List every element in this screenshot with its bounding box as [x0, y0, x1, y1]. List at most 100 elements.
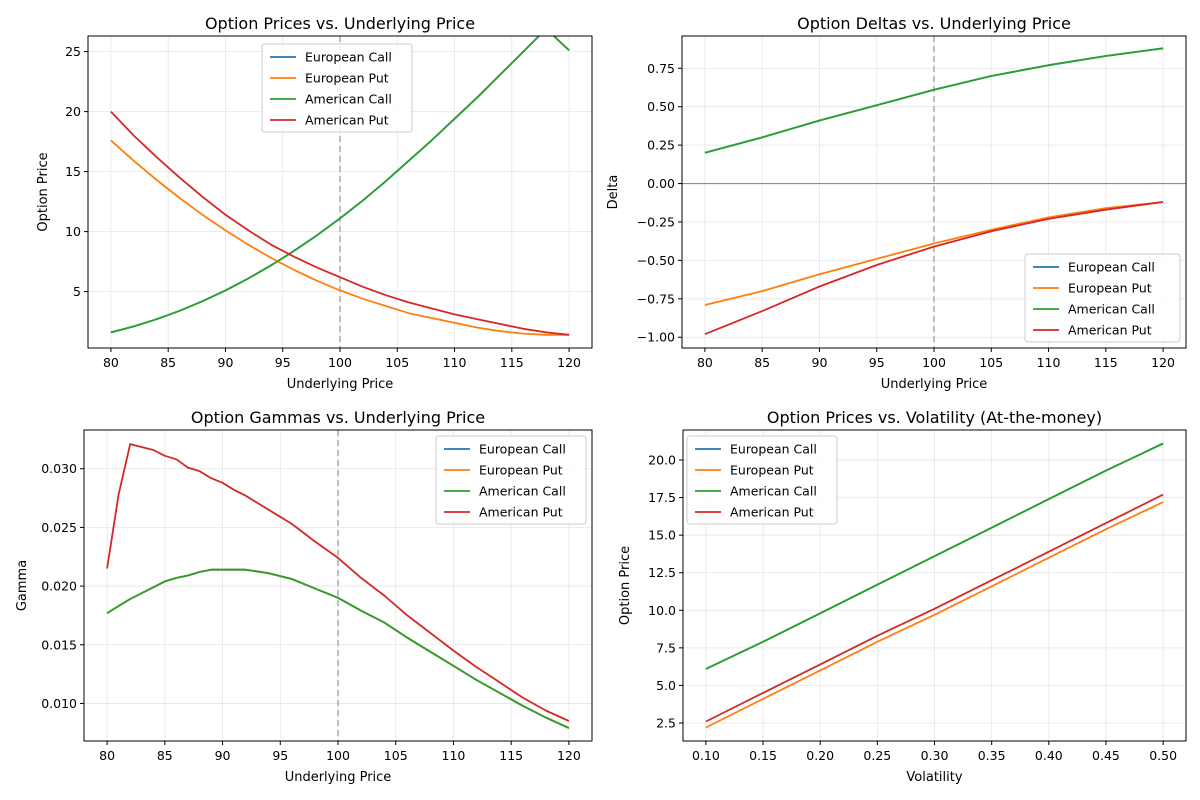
series-line-european-put [110, 139, 570, 336]
chart-panel-2: 80 85 90 95 100 105 110 115 120 −1.00 −0.75 −0.50 −0… [606, 14, 1187, 392]
legend-box [435, 435, 587, 525]
y-axis-label: Delta [606, 175, 621, 210]
series-line-american-call [106, 568, 570, 729]
x-axis-label: Underlying Price [881, 377, 988, 392]
series-line-american-put [110, 110, 570, 336]
legend-entry: American Call [1068, 302, 1155, 317]
x-tick-label: 90 [812, 355, 828, 370]
y-tick-label: −0.25 [637, 214, 675, 229]
series-line-american-put [704, 201, 1164, 336]
x-tick-label: 0.45 [1092, 748, 1120, 763]
chart-panel-1: 80 85 90 95 100 105 110 115 120 5 10 15 20 25 Option P… [36, 14, 593, 392]
y-tick-label: 0.25 [647, 138, 675, 153]
y-tick-label: 10 [65, 224, 81, 239]
y-tick-label: 25 [65, 44, 81, 59]
x-tick-label: 85 [754, 355, 770, 370]
chart-title: Option Prices vs. Underlying Price [205, 14, 475, 33]
y-tick-label: 0.75 [647, 61, 675, 76]
y-tick-label: 0.015 [41, 637, 77, 652]
legend-entry: European Call [479, 442, 566, 457]
x-tick-label: 90 [218, 355, 234, 370]
x-tick-label: 0.15 [749, 748, 777, 763]
y-tick-label: 0.025 [41, 520, 77, 535]
legend-entry: American Put [730, 505, 814, 520]
x-tick-label: 0.20 [806, 748, 834, 763]
y-tick-label: 0.50 [647, 99, 675, 114]
x-tick-label: 100 [922, 355, 946, 370]
y-tick-label: −0.50 [637, 253, 675, 268]
legend-box [261, 43, 413, 133]
chart-panel-3: 80 85 90 95 100 105 110 115 120 0.010 0.015 0.020 0.… [15, 408, 593, 785]
chart-title: Option Deltas vs. Underlying Price [797, 14, 1071, 33]
x-tick-label: 105 [979, 355, 1003, 370]
x-tick-label: 110 [443, 355, 467, 370]
x-tick-label: 80 [99, 748, 115, 763]
y-axis-label: Option Price [36, 152, 51, 231]
x-tick-label: 80 [103, 355, 119, 370]
chart-title: Option Gammas vs. Underlying Price [191, 408, 485, 427]
y-tick-label: 10.0 [648, 603, 676, 618]
series-line-european-put [704, 201, 1164, 306]
x-tick-label: 120 [557, 355, 581, 370]
legend-entry: European Put [305, 71, 389, 86]
legend-entry: European Put [730, 463, 814, 478]
legend-entry: European Call [1068, 260, 1155, 275]
x-tick-label: 100 [328, 355, 352, 370]
legend-entry: American Put [479, 505, 563, 520]
x-tick-label: 90 [215, 748, 231, 763]
x-tick-label: 95 [869, 355, 885, 370]
x-tick-label: 110 [1037, 355, 1061, 370]
legend-entry: American Call [730, 484, 817, 499]
x-tick-label: 95 [272, 748, 288, 763]
series-line-american-call [110, 36, 570, 334]
x-tick-label: 105 [385, 355, 409, 370]
x-tick-label: 120 [557, 748, 581, 763]
legend-box [1024, 253, 1181, 343]
y-tick-label: 20 [65, 104, 81, 119]
x-tick-label: 0.30 [921, 748, 949, 763]
y-tick-label: 5.0 [656, 678, 676, 693]
series-line-american-call [704, 47, 1164, 154]
legend-entry: European Call [305, 50, 392, 65]
x-tick-label: 115 [1094, 355, 1118, 370]
legend: European Call European Put American Call Am… [686, 435, 838, 525]
legend-entry: American Put [305, 113, 389, 128]
y-tick-label: 0.020 [41, 579, 77, 594]
series-line-european-put [705, 501, 1164, 729]
legend-entry: American Call [305, 92, 392, 107]
x-tick-label: 95 [275, 355, 291, 370]
legend: European Call European Put American Call Am… [261, 43, 413, 133]
y-tick-label: 15 [65, 164, 81, 179]
x-tick-label: 115 [500, 355, 524, 370]
x-tick-label: 85 [160, 355, 176, 370]
y-axis-label: Option Price [618, 546, 633, 625]
series-line-american-put [705, 493, 1164, 723]
legend-box [686, 435, 838, 525]
x-tick-label: 0.50 [1149, 748, 1177, 763]
chart-title: Option Prices vs. Volatility (At-the-mon… [767, 408, 1102, 427]
y-tick-label: −0.75 [637, 291, 675, 306]
x-axis-label: Underlying Price [285, 770, 392, 785]
y-axis-label: Gamma [15, 560, 30, 611]
y-tick-label: 20.0 [648, 453, 676, 468]
x-tick-label: 85 [157, 748, 173, 763]
x-tick-label: 80 [697, 355, 713, 370]
legend: European Call European Put American Call Am… [1024, 253, 1181, 343]
x-axis-label: Volatility [906, 770, 962, 785]
x-tick-label: 105 [384, 748, 408, 763]
legend-entry: American Put [1068, 323, 1152, 338]
y-tick-label: 0.030 [41, 461, 77, 476]
y-tick-label: 0.00 [647, 176, 675, 191]
x-axis-label: Underlying Price [287, 377, 394, 392]
y-tick-label: 0.010 [41, 696, 77, 711]
y-tick-label: 17.5 [648, 490, 676, 505]
chart-panel-4: 0.10 0.15 0.20 0.25 0.30 0.35 0.40 0.45 0.50 2.5 5… [618, 408, 1187, 785]
y-tick-label: 5 [73, 284, 81, 299]
legend-entry: European Put [1068, 281, 1152, 296]
x-tick-label: 110 [442, 748, 466, 763]
x-tick-label: 0.40 [1035, 748, 1063, 763]
legend-entry: European Put [479, 463, 563, 478]
x-tick-label: 115 [499, 748, 523, 763]
x-tick-label: 100 [326, 748, 350, 763]
legend-entry: American Call [479, 484, 566, 499]
